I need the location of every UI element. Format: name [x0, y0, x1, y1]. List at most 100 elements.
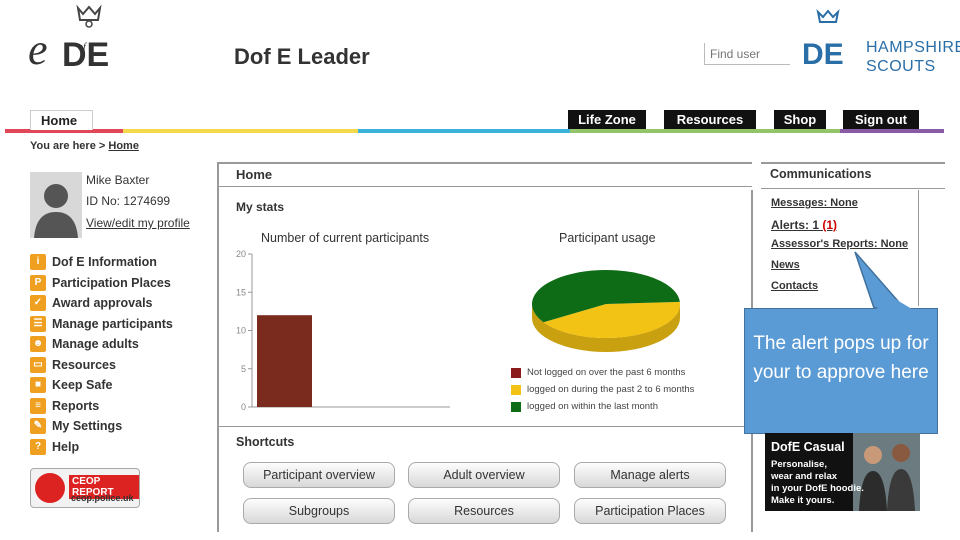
pie-slice [543, 301, 680, 338]
y-tick-label: 5 [241, 364, 246, 374]
user-name: Mike Baxter [86, 173, 150, 187]
manage-alerts-button[interactable]: Manage alerts [574, 462, 726, 488]
info-icon: i [30, 254, 46, 271]
resources-shortcut-button[interactable]: Resources [408, 498, 560, 524]
dofe-logo-icon: DE of [62, 4, 109, 70]
menu-item-manage-participants[interactable]: ☰ Manage participants [30, 314, 173, 335]
bar-chart: 0 5 10 15 20 [236, 249, 450, 412]
legend-label: logged on within the last month [527, 401, 658, 412]
alerts-link[interactable]: Alerts: 1 (1) [771, 218, 837, 232]
svg-text:DE: DE [62, 36, 109, 70]
menu-item-participation-places[interactable]: P Participation Places [30, 273, 173, 294]
settings-icon: ✎ [30, 418, 46, 435]
menu-item-award-approvals[interactable]: ✓ Award approvals [30, 293, 173, 314]
messages-link[interactable]: Messages: None [771, 197, 858, 209]
menu-item-help[interactable]: ? Help [30, 437, 173, 458]
comm-top-divider [761, 162, 945, 164]
legend-label: logged on during the past 2 to 6 months [527, 384, 695, 395]
dofe-casual-ad[interactable]: DofE Casual Personalise, wear and relax … [765, 433, 920, 511]
shortcuts-title: Shortcuts [236, 435, 295, 449]
main-top-divider [217, 162, 752, 164]
places-icon: P [30, 274, 46, 291]
ceop-url: ceop.police.uk [71, 493, 134, 503]
legend-swatch-red [511, 367, 521, 378]
menu-item-label: Award approvals [52, 296, 153, 311]
edit-profile-link[interactable]: View/edit my profile [86, 216, 190, 230]
dofe-logo-e: e [28, 25, 48, 74]
communications-title: Communications [770, 167, 872, 181]
partner-line-2: SCOUTS [866, 58, 936, 75]
y-tick-label: 10 [236, 326, 246, 336]
menu-item-label: Keep Safe [52, 378, 113, 393]
menu-item-manage-adults[interactable]: ☻ Manage adults [30, 334, 173, 355]
comm-right-divider [918, 190, 919, 306]
subgroups-button[interactable]: Subgroups [243, 498, 395, 524]
nav-shop-button[interactable]: Shop [774, 110, 826, 129]
find-user-input[interactable] [704, 43, 790, 65]
menu-item-dofe-information[interactable]: i Dof E Information [30, 252, 173, 273]
check-icon: ✓ [30, 295, 46, 312]
partner-name: HAMPSHIRE SCOUTS [866, 38, 960, 76]
avatar [30, 172, 82, 238]
ceop-eye-icon [35, 473, 65, 503]
help-icon: ? [30, 438, 46, 455]
nav-resources-button[interactable]: Resources [664, 110, 756, 129]
adult-overview-button[interactable]: Adult overview [408, 462, 560, 488]
menu-item-label: Manage participants [52, 316, 173, 331]
nav-stripe-red [5, 129, 123, 133]
adults-icon: ☻ [30, 336, 46, 353]
shortcuts-divider [217, 426, 752, 427]
participant-overview-button[interactable]: Participant overview [243, 462, 395, 488]
y-tick-label: 0 [241, 402, 246, 412]
nav-signout-button[interactable]: Sign out [843, 110, 919, 129]
nav-lifezone-button[interactable]: Life Zone [568, 110, 646, 129]
pie-legend-item-2: logged on during the past 2 to 6 months [511, 384, 694, 395]
person-silhouette-icon [34, 184, 78, 238]
y-tick-label: 15 [236, 287, 246, 297]
alerts-count-badge: (1) [822, 218, 838, 232]
menu-item-label: Dof E Information [52, 255, 157, 270]
nav-stripe-yellow [123, 129, 358, 133]
main-title-divider [217, 186, 752, 187]
participation-places-button[interactable]: Participation Places [574, 498, 726, 524]
menu-item-my-settings[interactable]: ✎ My Settings [30, 416, 173, 437]
menu-item-reports[interactable]: ≡ Reports [30, 396, 173, 417]
report-icon: ≡ [30, 397, 46, 414]
assessor-reports-link[interactable]: Assessor's Reports: None [771, 238, 908, 250]
pie-chart [532, 270, 680, 352]
main-left-divider [217, 162, 219, 532]
news-link[interactable]: News [771, 259, 800, 271]
hampshire-dofe-logo-icon: DE [802, 8, 844, 71]
app-title: Dof E Leader [234, 44, 370, 69]
nav-home-tab[interactable]: Home [30, 110, 93, 130]
nav-stripe-purple [840, 129, 944, 133]
legend-label: Not logged on over the past 6 months [527, 367, 686, 378]
breadcrumb-prefix: You are here > [30, 140, 106, 152]
menu-item-label: Reports [52, 398, 100, 413]
legend-swatch-green [511, 401, 521, 412]
ceop-title: CEOP REPORT [69, 475, 139, 499]
menu-item-label: Help [52, 439, 80, 454]
assessor-value: None [880, 238, 909, 250]
pie-chart-title: Participant usage [559, 231, 656, 245]
nav-stripe-blue [358, 129, 570, 133]
contacts-link[interactable]: Contacts [771, 280, 819, 292]
page-title: Home [236, 167, 273, 182]
menu-item-label: Participation Places [52, 275, 171, 290]
callout-pointer-fill [876, 296, 912, 309]
legend-swatch-yellow [511, 384, 521, 395]
breadcrumb-home-link[interactable]: Home [108, 140, 139, 152]
assessor-label: Assessor's Reports: [771, 238, 878, 250]
nav-stripe-green [570, 129, 840, 133]
ad-line: in your DofE hoodie. [771, 483, 864, 494]
menu-item-resources[interactable]: ▭ Resources [30, 355, 173, 376]
ceop-report-button[interactable]: CEOP REPORT ceop.police.uk [30, 468, 140, 508]
menu-item-label: Manage adults [52, 337, 139, 352]
alerts-label: Alerts: 1 [771, 218, 820, 232]
menu-item-keep-safe[interactable]: ■ Keep Safe [30, 375, 173, 396]
comm-title-divider [761, 188, 945, 189]
breadcrumb: You are here > Home [30, 140, 139, 152]
ad-text: Personalise, wear and relax in your DofE… [771, 459, 864, 507]
stats-title: My stats [236, 200, 285, 214]
menu-item-label: Resources [52, 357, 116, 372]
